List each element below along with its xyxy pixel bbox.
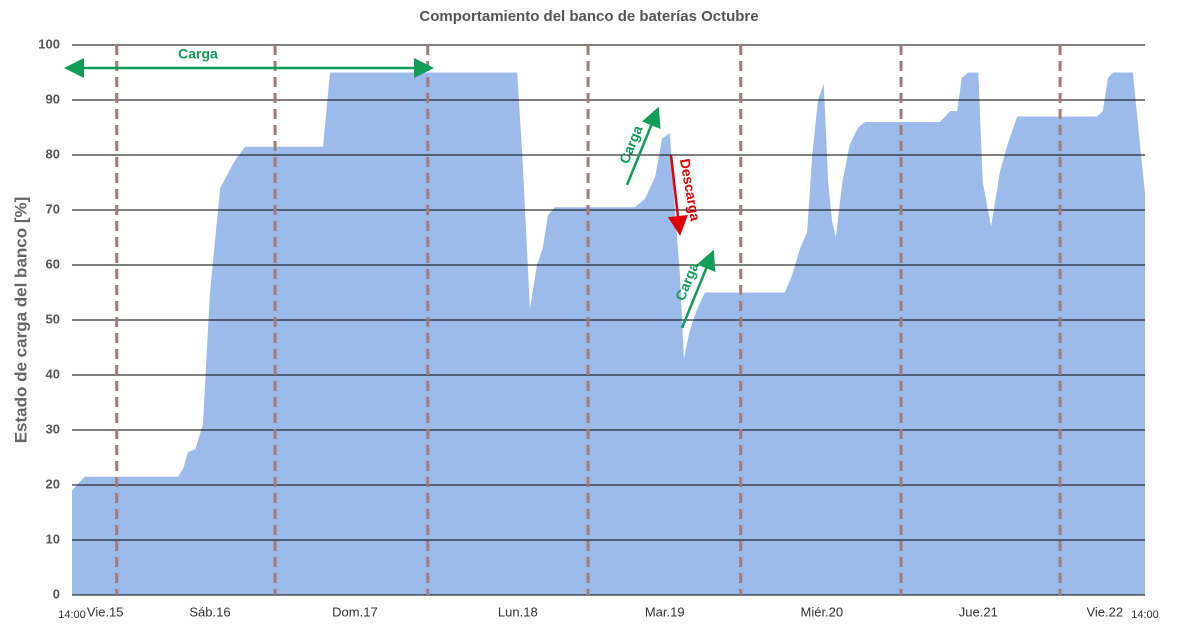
annotation: Descarga [677, 157, 704, 222]
y-tick-label: 50 [46, 311, 60, 326]
y-tick-label: 70 [46, 201, 60, 216]
annotation: Carga [616, 123, 646, 166]
annotation: Carga [178, 46, 218, 62]
x-tick-label: 14:00 [1131, 609, 1159, 621]
x-tick-label: Jue.21 [959, 604, 998, 619]
x-tick-label: Vie.22 [1086, 604, 1123, 619]
arrow [667, 154, 688, 236]
y-tick-label: 60 [46, 256, 60, 271]
chart-title: Comportamiento del banco de baterías Oct… [419, 8, 758, 25]
area [72, 72, 1145, 595]
y-tick-label: 20 [46, 476, 60, 491]
y-tick-label: 80 [46, 146, 60, 161]
y-axis-label: Estado de carga del banco [%] [11, 197, 30, 444]
x-tick-label: Mar.19 [645, 604, 685, 619]
y-tick-label: 100 [38, 36, 60, 51]
x-tick-label: Vie.15 [87, 604, 124, 619]
arrow [625, 106, 661, 186]
y-tick-label: 10 [46, 531, 60, 546]
x-tick-label: Dom.17 [332, 604, 378, 619]
y-tick-label: 90 [46, 91, 60, 106]
x-tick-label: Sáb.16 [189, 604, 230, 619]
y-tick-label: 0 [53, 586, 60, 601]
x-tick-label: Lun.18 [498, 604, 538, 619]
y-tick-label: 40 [46, 366, 60, 381]
x-tick-label: 14:00 [58, 609, 86, 621]
x-tick-label: Miér.20 [801, 604, 844, 619]
arrow [680, 249, 716, 329]
y-tick-label: 30 [46, 421, 60, 436]
